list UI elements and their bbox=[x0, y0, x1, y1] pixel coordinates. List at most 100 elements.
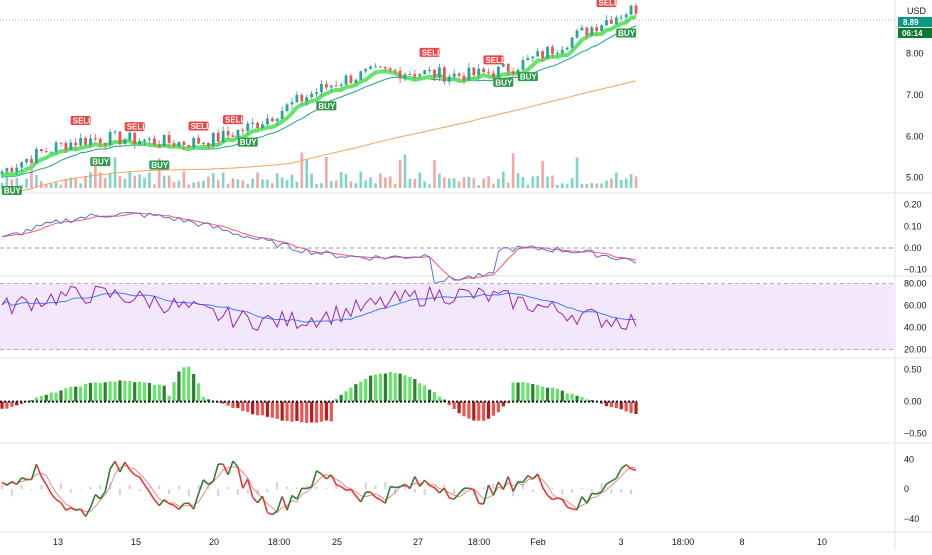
volume-bar bbox=[605, 181, 608, 188]
candle-body bbox=[379, 67, 382, 68]
candle-body bbox=[310, 94, 313, 97]
histogram-bar bbox=[364, 379, 367, 402]
stoch-line-segment bbox=[449, 498, 454, 499]
candle-body bbox=[507, 64, 510, 72]
stoch-hist-bar bbox=[70, 489, 72, 493]
volume-bar bbox=[463, 177, 466, 188]
candle-body bbox=[315, 92, 318, 94]
histogram-bar bbox=[118, 380, 121, 401]
candle-body bbox=[531, 57, 534, 59]
stoch-hist-bar bbox=[610, 489, 612, 494]
stoch-line-segment bbox=[528, 476, 533, 479]
volume-bar bbox=[433, 160, 436, 188]
histogram-bar bbox=[45, 395, 48, 402]
histogram-bar bbox=[349, 388, 352, 402]
price-tick-label: 5.00 bbox=[906, 173, 924, 183]
volume-bar bbox=[620, 180, 623, 188]
oscillator-pane[interactable] bbox=[0, 213, 895, 284]
candle-body bbox=[153, 138, 156, 144]
svg-text:BUY: BUY bbox=[92, 158, 110, 167]
stochastic-pane[interactable] bbox=[1, 461, 636, 517]
time-tick-label: 18:00 bbox=[672, 537, 695, 547]
candle-body bbox=[576, 31, 579, 38]
candle-body bbox=[173, 143, 176, 146]
countdown-value: 06:14 bbox=[902, 29, 923, 38]
stoch-line-segment bbox=[513, 482, 518, 492]
volume-bar bbox=[482, 179, 485, 188]
candle-body bbox=[207, 143, 210, 146]
buy-signal-label: BUY bbox=[316, 101, 336, 111]
price-pane[interactable]: BUYSELLBUYSELLBUYSELLSELLBUYBUYSELLSELLB… bbox=[1, 0, 638, 195]
svg-text:SELL: SELL bbox=[599, 0, 620, 7]
time-tick-label: 27 bbox=[413, 537, 423, 547]
candle-body bbox=[399, 71, 402, 79]
volume-bar bbox=[590, 183, 593, 188]
candle-body bbox=[35, 149, 38, 163]
histogram-bar bbox=[192, 374, 195, 402]
volume-bar bbox=[192, 182, 195, 188]
time-tick-label: 15 bbox=[131, 537, 141, 547]
stoch-line-segment bbox=[22, 478, 27, 479]
histogram-bar bbox=[472, 402, 475, 421]
candle-body bbox=[423, 70, 426, 74]
volume-bar bbox=[25, 179, 28, 188]
candle-body bbox=[477, 69, 480, 75]
candle-body bbox=[374, 67, 377, 68]
stoch-hist-bar bbox=[316, 487, 318, 489]
stoch-line-segment bbox=[36, 464, 41, 476]
svg-text:SELL: SELL bbox=[225, 116, 246, 125]
candle-body bbox=[20, 162, 23, 167]
histogram-bar bbox=[571, 394, 574, 402]
stoch-hist-bar bbox=[453, 489, 455, 495]
osc-tick-label: −0.10 bbox=[904, 265, 927, 275]
volume-bar bbox=[242, 180, 245, 188]
volume-bar bbox=[345, 174, 348, 188]
volume-bar bbox=[143, 178, 146, 188]
histogram-bar bbox=[69, 387, 72, 402]
stoch-hist-bar bbox=[591, 489, 593, 492]
volume-bar bbox=[315, 184, 318, 188]
stoch-tick-label: 0 bbox=[904, 484, 909, 494]
histogram-bar bbox=[113, 382, 116, 402]
stoch-hist-bar bbox=[483, 487, 485, 489]
stoch-hist-bar bbox=[11, 489, 13, 496]
stoch-line-segment bbox=[523, 476, 528, 483]
candle-body bbox=[64, 143, 67, 150]
svg-text:SELL: SELL bbox=[73, 117, 94, 126]
candle-body bbox=[458, 74, 461, 76]
histogram-bar bbox=[256, 402, 259, 416]
volume-bar bbox=[517, 173, 520, 188]
volume-bar bbox=[576, 158, 579, 188]
stoch-line-segment bbox=[572, 509, 577, 510]
candle-body bbox=[241, 130, 244, 131]
candle-body bbox=[89, 138, 92, 144]
svg-text:BUY: BUY bbox=[520, 73, 538, 82]
stoch-line-segment bbox=[194, 493, 199, 509]
histogram-bar bbox=[138, 382, 141, 402]
svg-text:BUY: BUY bbox=[618, 29, 636, 38]
sell-signal-label: SELL bbox=[420, 48, 443, 58]
candle-body bbox=[40, 149, 43, 151]
volume-bar bbox=[443, 177, 446, 188]
rsi-pane[interactable] bbox=[0, 284, 895, 350]
stoch-line-segment bbox=[189, 503, 194, 509]
stoch-line-segment bbox=[592, 493, 597, 494]
histogram-bar bbox=[266, 402, 269, 417]
stoch-hist-bar bbox=[492, 484, 494, 490]
candle-body bbox=[546, 47, 549, 58]
svg-text:SELL: SELL bbox=[485, 56, 506, 65]
volume-bar bbox=[217, 180, 220, 188]
buy-signal-label: BUY bbox=[149, 160, 169, 170]
price-axis[interactable]: 5.006.007.008.000.200.100.00−0.1080.0060… bbox=[904, 49, 927, 524]
volume-bar bbox=[50, 184, 53, 188]
volume-bar bbox=[104, 178, 107, 188]
candle-body bbox=[615, 17, 618, 23]
volume-bar bbox=[551, 175, 554, 188]
candle-body bbox=[595, 27, 598, 31]
histogram-pane[interactable] bbox=[0, 367, 638, 423]
candle-body bbox=[276, 119, 279, 121]
candle-body bbox=[551, 47, 554, 54]
